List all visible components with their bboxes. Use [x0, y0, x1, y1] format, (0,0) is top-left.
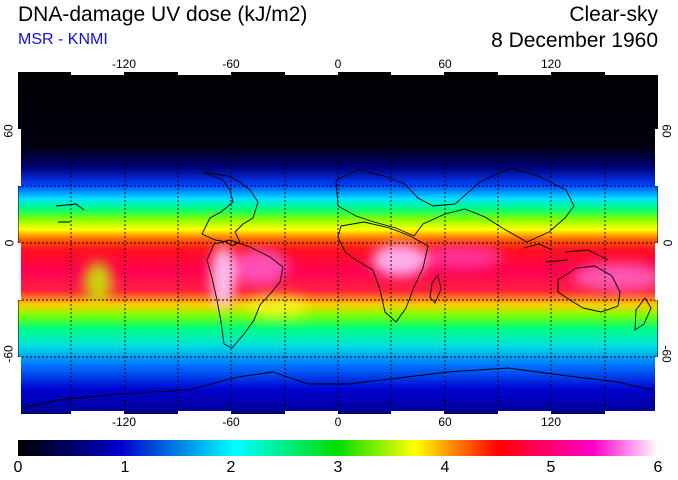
colorbar-label: 0 — [13, 459, 23, 476]
lat-tick-right: 0 — [660, 239, 675, 247]
colorbar-label: 4 — [440, 459, 450, 476]
colorbar-label: 6 — [653, 459, 663, 476]
source-label: MSR - KNMI — [18, 31, 108, 48]
colorbar-label: 2 — [226, 459, 236, 476]
lon-tick-top: 0 — [334, 57, 342, 71]
map-frame — [18, 72, 658, 414]
date-label: 8 December 1960 — [491, 29, 658, 52]
graticule — [18, 72, 658, 414]
lat-tick-left: 60 — [1, 124, 16, 138]
colorbar-gradient — [18, 440, 658, 456]
coastlines — [23, 167, 653, 409]
sky-type-label: Clear-sky — [569, 3, 658, 26]
lon-tick-top: -120 — [111, 57, 137, 71]
lon-tick-bottom: 60 — [438, 415, 452, 429]
lon-tick-top: -60 — [222, 57, 240, 71]
lat-tick-left: -60 — [1, 345, 16, 363]
lon-tick-top: 60 — [438, 57, 452, 71]
dose-hotspots — [84, 244, 658, 319]
lon-tick-bottom: 120 — [540, 415, 562, 429]
lon-tick-bottom: 0 — [334, 415, 342, 429]
colorbar — [18, 440, 658, 456]
lat-tick-right: 60 — [659, 124, 674, 138]
lon-tick-bottom: -120 — [111, 415, 137, 429]
colorbar-label: 5 — [546, 459, 556, 476]
lon-tick-bottom: -60 — [222, 415, 240, 429]
lat-tick-right: -60 — [659, 345, 674, 363]
lon-tick-top: 120 — [540, 57, 562, 71]
uv-dose-map — [18, 72, 658, 414]
map-title: DNA-damage UV dose (kJ/m2) — [18, 3, 308, 26]
lat-tick-left: 0 — [2, 239, 17, 247]
colorbar-label: 1 — [120, 459, 130, 476]
colorbar-label: 3 — [333, 459, 343, 476]
